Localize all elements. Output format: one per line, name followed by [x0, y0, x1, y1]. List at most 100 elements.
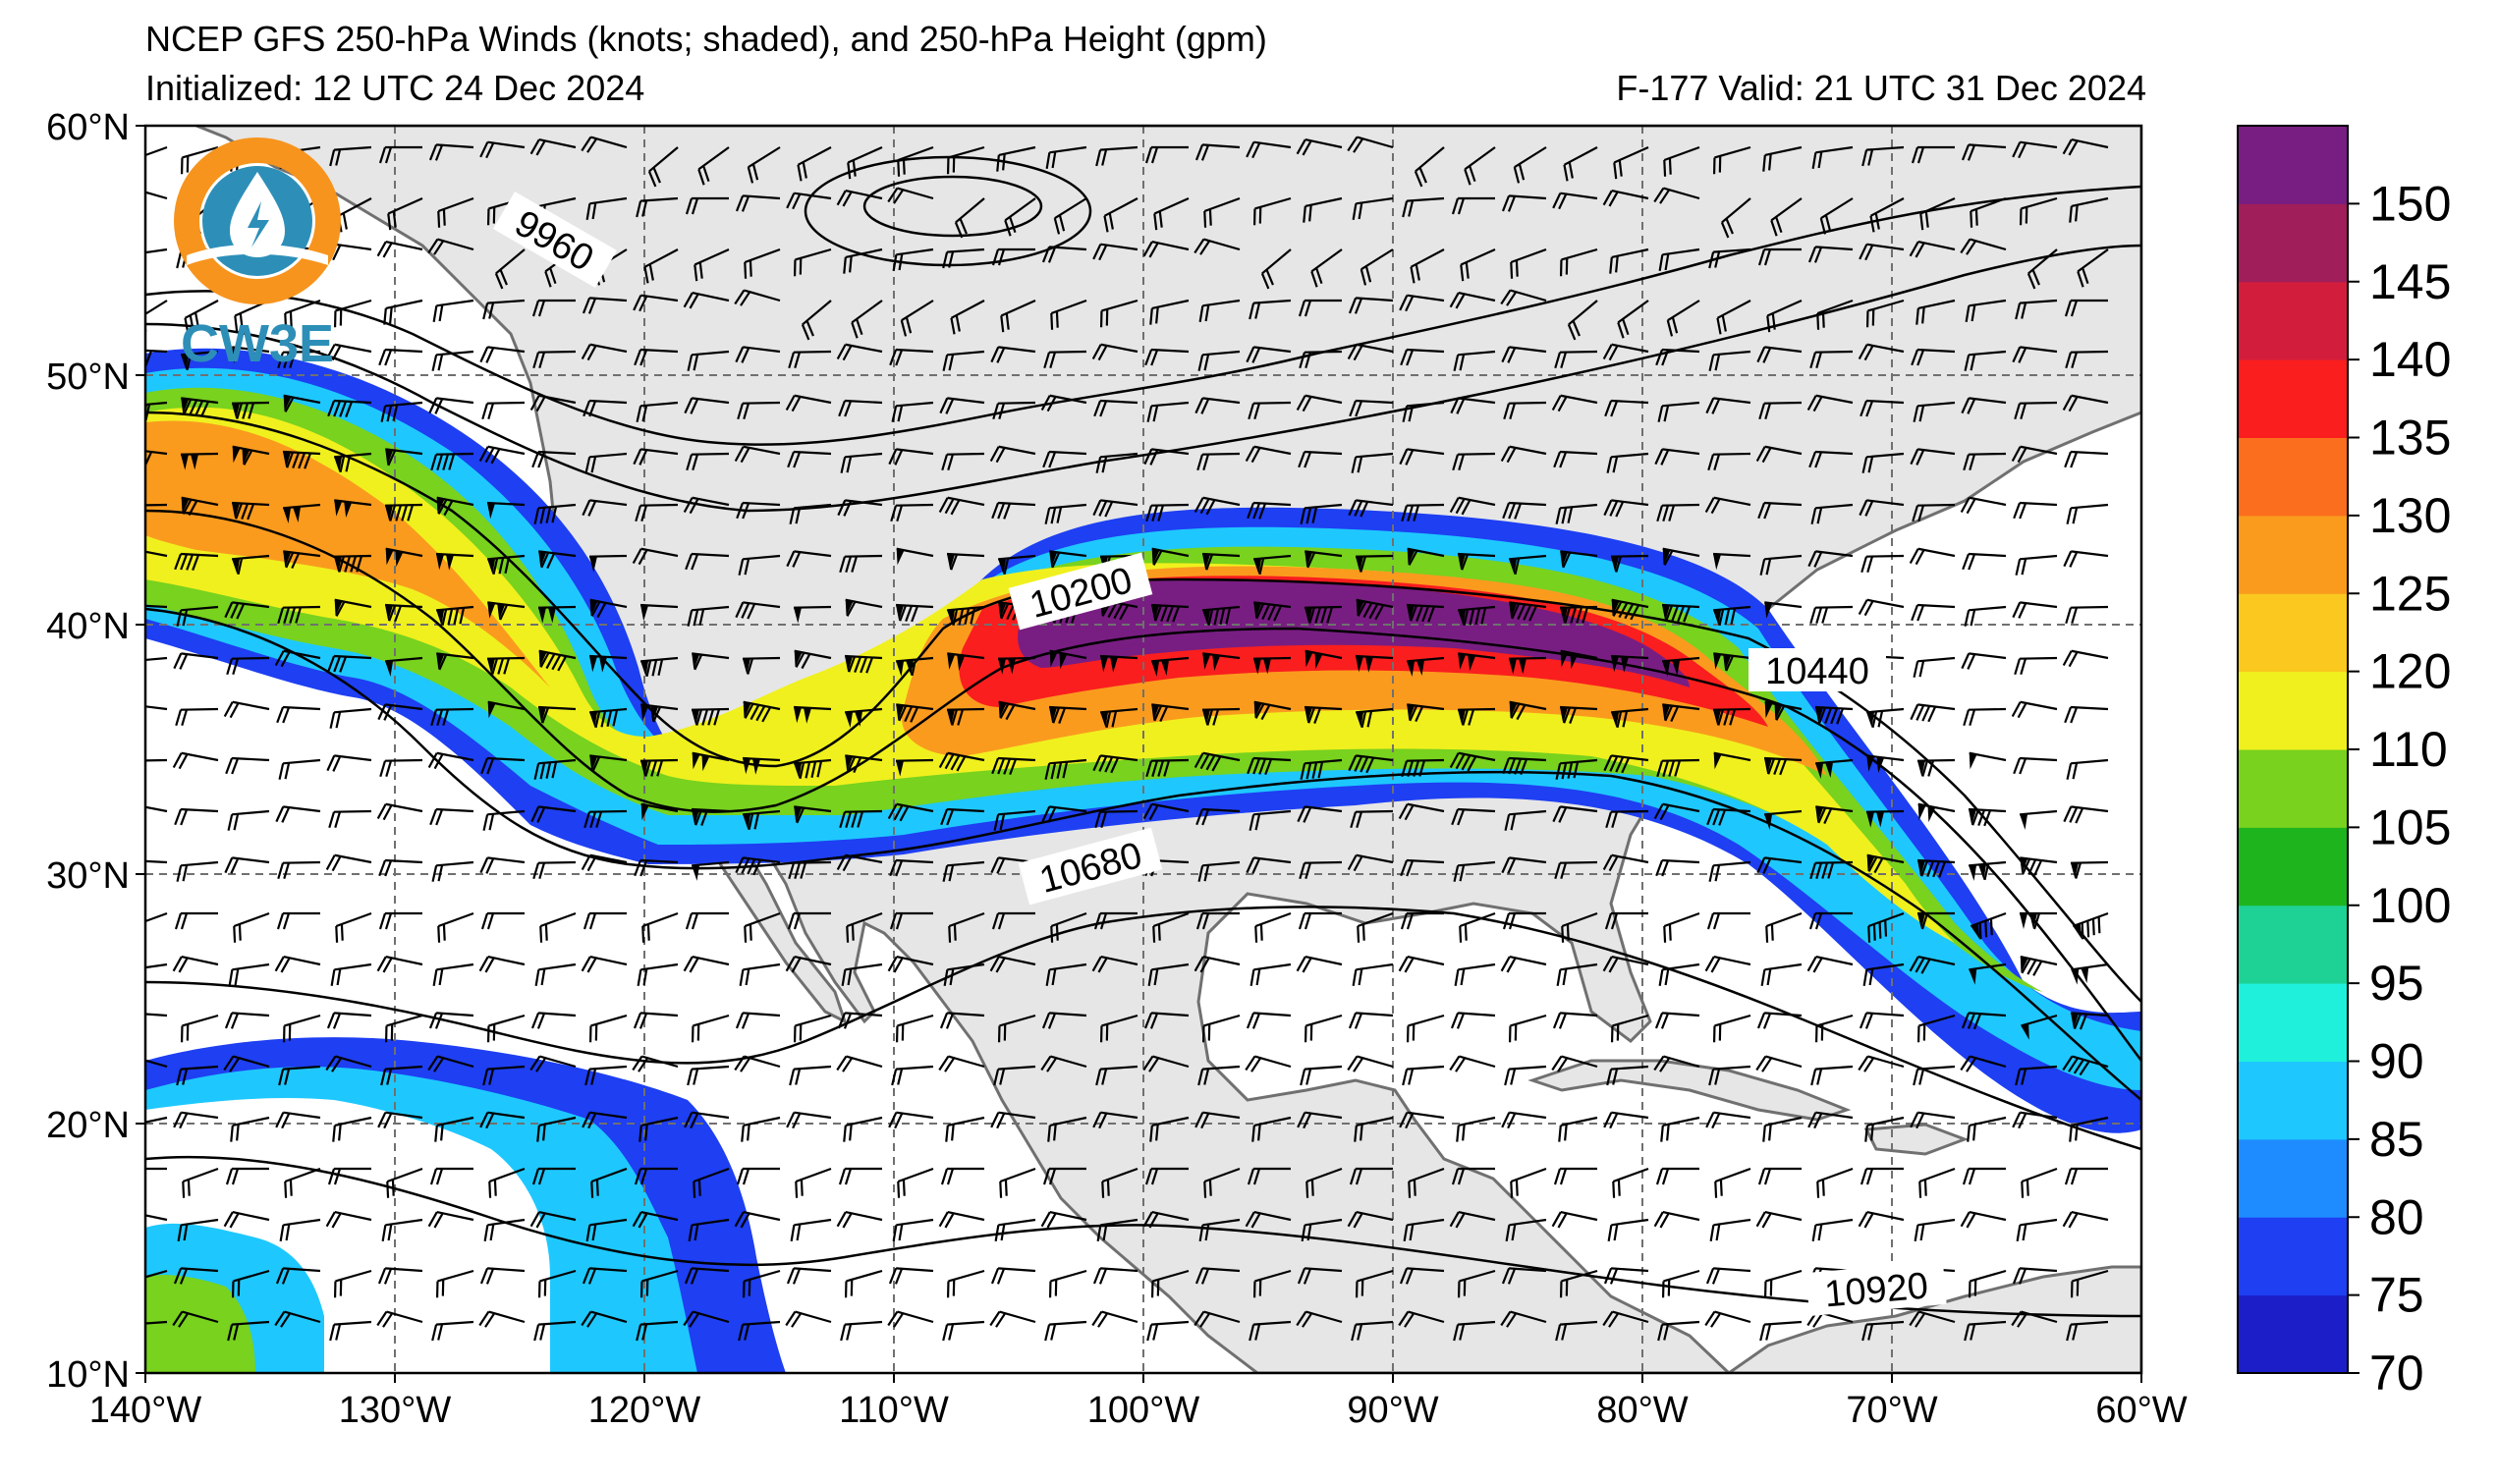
wind-barb: [639, 758, 679, 777]
wind-barb: [1194, 1267, 1241, 1285]
wind-barb: [632, 1055, 679, 1072]
wind-barb: [692, 751, 730, 772]
wind-barb: [1858, 1055, 1905, 1072]
wind-barb: [1457, 1269, 1496, 1298]
wind-barb: [530, 1012, 577, 1029]
wind-barb: [1410, 248, 1445, 284]
wind-barb: [2021, 1014, 2058, 1040]
wind-barb: [277, 860, 321, 880]
wind-barb: [1253, 601, 1292, 622]
wind-barb: [1911, 145, 1955, 164]
wind-barb: [333, 554, 372, 573]
wind-barb: [1708, 350, 1751, 371]
wind-barb: [1004, 197, 1036, 237]
wind-barb: [536, 1116, 577, 1142]
contour-closed-low-inner: [862, 175, 1043, 238]
wind-barb: [145, 1055, 168, 1069]
wind-barb: [2066, 503, 2109, 524]
wind-barb: [1049, 649, 1087, 670]
wind-barb: [1865, 809, 1905, 828]
wind-barb: [378, 911, 422, 930]
wind-barb: [990, 1267, 1036, 1285]
wind-barb: [1858, 598, 1905, 617]
cw3e-logo: CW3E: [174, 137, 341, 373]
wind-barb: [1449, 1211, 1496, 1229]
wind-barb: [639, 1269, 679, 1298]
wind-barb: [1764, 809, 1803, 830]
wind-barb: [330, 962, 372, 987]
wind-barb: [279, 1218, 321, 1242]
wind-barb: [581, 853, 628, 872]
lon-tick-label: 90°W: [1347, 1390, 1438, 1431]
wind-barb: [1866, 707, 1905, 729]
wind-barb: [529, 1055, 577, 1072]
colorbar: 70 75 80 85 90 95 100 105 110 120 125 130 135 140 145 1…: [2237, 125, 2451, 1401]
wind-barb: [1297, 1267, 1343, 1285]
wind-barb: [1706, 911, 1750, 930]
wind-barb: [1963, 707, 2007, 727]
wind-barb: [1360, 248, 1394, 286]
colorbar-label: 145: [2369, 254, 2451, 309]
wind-barb: [2016, 1218, 2058, 1242]
wind-barb: [1916, 858, 1956, 878]
wind-barb: [1042, 450, 1087, 468]
wind-barb: [989, 956, 1036, 973]
wind-barb: [436, 605, 474, 627]
wind-barb: [1964, 1320, 2007, 1342]
wind-barb: [333, 1269, 372, 1298]
wind-barb: [2020, 911, 2057, 930]
wind-barb: [1247, 756, 1292, 776]
wind-barb: [2020, 956, 2058, 976]
wind-barb: [2077, 248, 2109, 288]
wind-barb: [427, 1055, 474, 1072]
wind-barb: [787, 450, 832, 468]
wind-barb: [2012, 140, 2058, 159]
wind-barb: [1352, 962, 1394, 987]
wind-barb: [1559, 1269, 1598, 1298]
wind-barb: [232, 445, 270, 466]
wind-barb: [276, 705, 321, 724]
wind-barb: [2066, 1320, 2109, 1342]
wind-barb: [1609, 247, 1649, 274]
wind-barb: [793, 1014, 832, 1043]
wind-barb: [1305, 649, 1343, 670]
wind-barb: [1602, 853, 1649, 872]
wind-barb: [634, 348, 679, 366]
wind-barb: [743, 700, 781, 723]
wind-barb: [1913, 1065, 1956, 1086]
wind-barb: [738, 1320, 781, 1342]
wind-barb: [478, 445, 526, 465]
wind-barb: [632, 1211, 679, 1229]
wind-barb: [1095, 1065, 1138, 1086]
wind-barb: [1347, 853, 1394, 872]
colorbar-segment: [2238, 983, 2348, 1062]
wind-barb: [1653, 187, 1700, 204]
wind-barb: [1146, 1320, 1190, 1342]
wind-barb: [1653, 802, 1700, 821]
wind-barb: [581, 956, 628, 973]
wind-barb: [1453, 1320, 1496, 1342]
wind-barb: [1500, 445, 1547, 464]
wind-barb: [1414, 146, 1445, 188]
wind-barb: [1245, 1055, 1292, 1072]
colorbar-segment: [2238, 749, 2348, 828]
wind-barb: [637, 962, 679, 987]
wind-barb: [1552, 192, 1598, 210]
wind-barb: [1909, 547, 1956, 566]
wind-barb: [1917, 911, 1955, 930]
wind-barb: [1407, 656, 1445, 677]
wind-barb: [789, 1065, 832, 1086]
wind-barb: [427, 238, 474, 255]
wind-barb: [686, 452, 730, 471]
wind-barb: [582, 1111, 628, 1129]
wind-barb: [487, 601, 526, 621]
wind-barb: [1508, 1014, 1547, 1043]
wind-barb: [1041, 246, 1087, 263]
wind-barb: [1862, 962, 1905, 987]
wind-barb: [1195, 911, 1240, 930]
wind-barb: [942, 350, 985, 371]
wind-barb: [1706, 807, 1751, 826]
wind-barb: [1456, 1116, 1496, 1142]
wind-barb: [1452, 452, 1496, 471]
wind-barb: [1759, 1320, 1803, 1342]
